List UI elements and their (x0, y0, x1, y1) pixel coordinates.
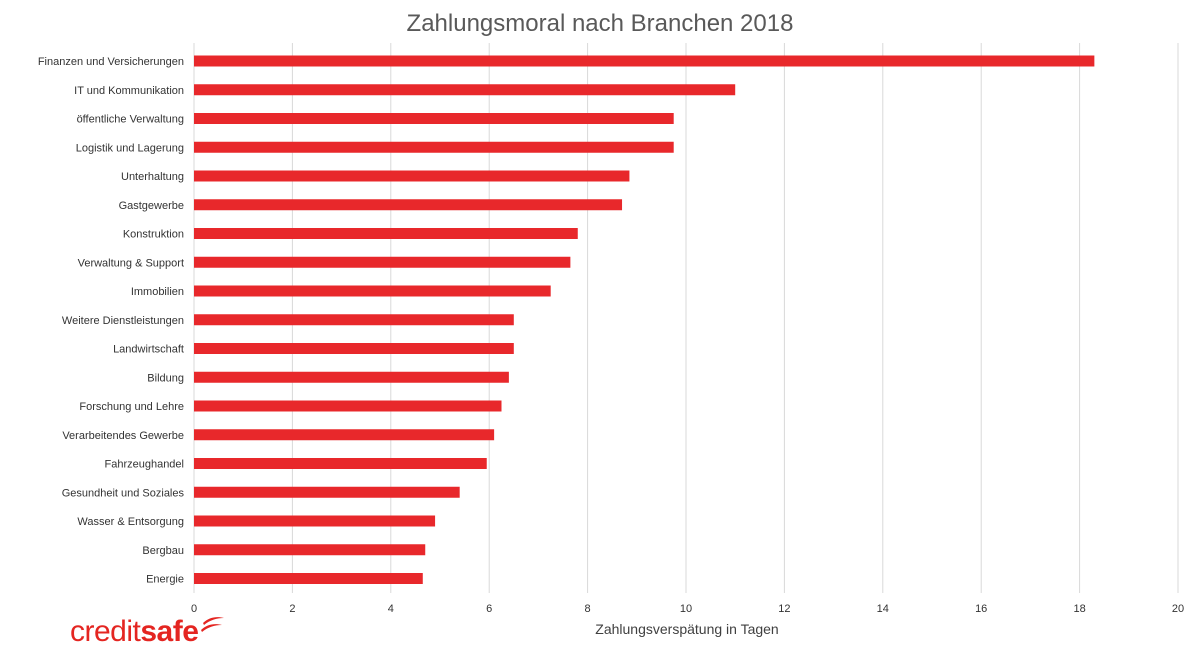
creditsafe-logo: creditsafe (70, 612, 226, 652)
x-axis-title: Zahlungsverspätung in Tagen (595, 621, 778, 637)
x-tick-label: 20 (1172, 603, 1184, 615)
bar (194, 285, 551, 297)
bar (194, 170, 630, 182)
x-tick-label: 2 (289, 603, 295, 615)
category-label: Fahrzeughandel (104, 459, 184, 471)
bar (194, 458, 487, 469)
bar (194, 429, 495, 441)
category-label: Forschung und Lehre (79, 401, 184, 413)
bar (194, 573, 423, 584)
bar (194, 55, 1095, 67)
bar (194, 84, 736, 96)
category-label: Finanzen und Versicherungen (38, 56, 184, 68)
category-label: Bildung (147, 372, 184, 384)
category-label: öffentliche Verwaltung (77, 114, 184, 126)
x-tick-label: 10 (680, 603, 692, 615)
x-tick-label: 4 (388, 603, 394, 615)
bar (194, 544, 426, 556)
gridlines (193, 43, 1179, 593)
creditsafe-swoosh-icon (201, 617, 225, 632)
x-tick-label: 12 (778, 603, 790, 615)
x-tick-label: 16 (975, 603, 987, 615)
category-label: Unterhaltung (121, 171, 184, 183)
category-label: Immobilien (131, 286, 184, 298)
bar (194, 515, 436, 527)
x-tick-label: 0 (191, 603, 197, 615)
category-label: Verarbeitendes Gewerbe (62, 430, 184, 442)
category-label: Verwaltung & Support (78, 257, 184, 269)
category-labels: Finanzen und Versicherungen IT und Kommun… (38, 56, 185, 586)
category-label: Logistik und Lagerung (76, 142, 184, 154)
category-label: Landwirtschaft (113, 344, 184, 356)
category-label: Wasser & Entsorgung (77, 516, 184, 528)
category-label: Bergbau (142, 545, 184, 557)
chart-title: Zahlungsmoral nach Branchen 2018 (407, 10, 794, 37)
bar (194, 141, 674, 153)
bar (194, 113, 674, 124)
bars (194, 55, 1095, 584)
logo-text-safe: safe (140, 615, 199, 648)
category-label: Weitere Dienstleistungen (62, 315, 184, 327)
x-tick-label: 18 (1073, 603, 1085, 615)
bar (194, 256, 571, 268)
category-label: Energie (146, 574, 184, 586)
bar (194, 314, 514, 326)
x-tick-label: 8 (585, 603, 591, 615)
bar (194, 486, 460, 498)
x-tick-label: 14 (877, 603, 889, 615)
bar (194, 343, 514, 354)
logo-text-credit: credit (70, 615, 141, 648)
bar (194, 371, 509, 383)
category-label: IT und Kommunikation (74, 85, 184, 97)
bar (194, 228, 578, 239)
category-label: Gesundheit und Soziales (62, 487, 185, 499)
category-label: Gastgewerbe (119, 200, 184, 212)
x-tick-labels: 0 2 4 6 8 10 12 14 16 18 20 (191, 603, 1184, 615)
bar (194, 400, 502, 412)
x-tick-label: 6 (486, 603, 492, 615)
bar (194, 199, 623, 211)
category-label: Konstruktion (123, 229, 184, 241)
